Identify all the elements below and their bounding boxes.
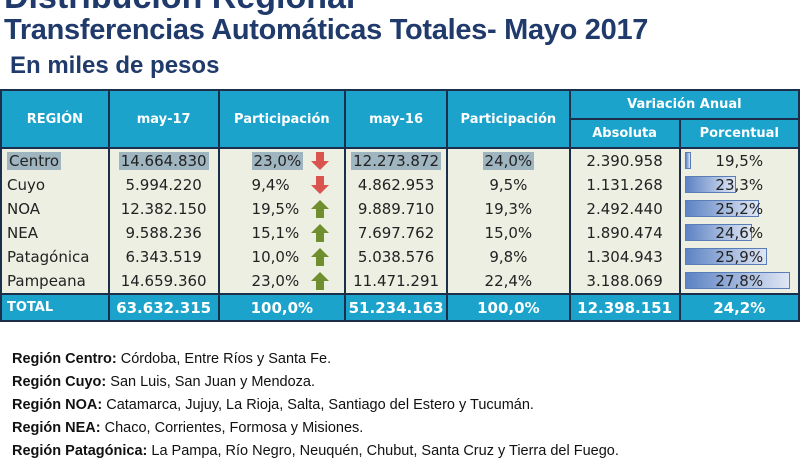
total-region: TOTAL xyxy=(0,293,110,322)
cell-may17: 14.664.830 xyxy=(107,148,220,173)
data-bar xyxy=(684,272,791,289)
cell-region: Patagónica xyxy=(0,245,110,269)
arrow-up-icon xyxy=(310,223,330,243)
cell-may17: 12.382.150 xyxy=(107,197,220,221)
cell-porcentual: 24,6% xyxy=(678,221,800,245)
cell-absoluta: 1.304.943 xyxy=(568,245,681,269)
header-part16: Participación xyxy=(446,89,571,149)
data-bar xyxy=(684,248,768,265)
header-may17: may-17 xyxy=(107,89,220,149)
header-region: REGIÓN xyxy=(0,89,110,149)
cell-absoluta: 3.188.069 xyxy=(568,269,681,294)
unit-label: En miles de pesos xyxy=(10,52,220,79)
note-line: Región Cuyo: San Luis, San Juan y Mendoz… xyxy=(12,374,316,390)
cell-may17: 6.343.519 xyxy=(107,245,220,269)
data-bar xyxy=(684,200,759,217)
data-bar xyxy=(684,176,737,193)
cell-region: NEA xyxy=(0,221,110,245)
arrow-down-icon xyxy=(310,175,330,195)
cell-may16: 9.889.710 xyxy=(344,197,449,221)
region-notes: Región Centro: Córdoba, Entre Ríos y San… xyxy=(12,348,619,463)
cell-part16: 15,0% xyxy=(446,221,571,245)
arrow-up-icon xyxy=(310,271,330,291)
header-porcentual: Porcentual xyxy=(678,118,800,149)
cell-part17: 15,1% xyxy=(217,221,347,245)
cell-part17: 10,0% xyxy=(217,245,347,269)
header-may16: may-16 xyxy=(344,89,449,149)
cell-porcentual: 25,9% xyxy=(678,245,800,269)
arrow-up-icon xyxy=(310,247,330,267)
total-pct: 24,2% xyxy=(678,293,800,322)
cell-region: Pampeana xyxy=(0,269,110,294)
cell-porcentual: 23,3% xyxy=(678,173,800,197)
arrow-up-icon xyxy=(310,199,330,219)
header-absoluta: Absoluta xyxy=(568,118,681,149)
total-abs: 12.398.151 xyxy=(568,293,681,322)
arrow-down-icon xyxy=(310,151,330,171)
note-line: Región NEA: Chaco, Corrientes, Formosa y… xyxy=(12,420,364,436)
total-part16: 100,0% xyxy=(446,293,571,322)
cell-may17: 9.588.236 xyxy=(107,221,220,245)
cell-may16: 12.273.872 xyxy=(344,148,449,173)
cell-porcentual: 25,2% xyxy=(678,197,800,221)
cell-absoluta: 1.131.268 xyxy=(568,173,681,197)
total-may17: 63.632.315 xyxy=(107,293,220,322)
cell-part16: 24,0% xyxy=(446,148,571,173)
table-row: NEA 9.588.236 15,1% 7.697.762 15,0% 1.890.474… xyxy=(0,221,800,245)
cell-part17: 23,0% xyxy=(217,269,347,294)
cell-part17: 9,4% xyxy=(217,173,347,197)
note-line: Región NOA: Catamarca, Jujuy, La Rioja, … xyxy=(12,397,534,413)
cell-may17: 5.994.220 xyxy=(107,173,220,197)
table-row: Pampeana 14.659.360 23,0% 11.471.291 22,4% 3.… xyxy=(0,269,800,294)
table-row: NOA 12.382.150 19,5% 9.889.710 19,3% 2.492.44… xyxy=(0,197,800,221)
data-bar xyxy=(684,224,752,241)
cell-porcentual: 19,5% xyxy=(678,148,800,173)
cell-absoluta: 2.390.958 xyxy=(568,148,681,173)
cell-part17: 19,5% xyxy=(217,197,347,221)
table-row: Centro 14.664.830 23,0% 12.273.872 24,0% 2.39… xyxy=(0,148,800,173)
total-part17: 100,0% xyxy=(217,293,347,322)
cell-may16: 4.862.953 xyxy=(344,173,449,197)
cell-part16: 9,5% xyxy=(446,173,571,197)
header-variacion: Variación Anual xyxy=(568,89,800,120)
cell-may16: 7.697.762 xyxy=(344,221,449,245)
page-title: Distribución Regional xyxy=(4,0,355,17)
table-row: Patagónica 6.343.519 10,0% 5.038.576 9,8% 1.3… xyxy=(0,245,800,269)
cell-part16: 19,3% xyxy=(446,197,571,221)
cell-may16: 11.471.291 xyxy=(344,269,449,294)
cell-may16: 5.038.576 xyxy=(344,245,449,269)
regional-table: REGIÓN may-17 Participación may-16 Parti… xyxy=(0,89,800,322)
note-line: Región Centro: Córdoba, Entre Ríos y San… xyxy=(12,351,332,367)
cell-absoluta: 2.492.440 xyxy=(568,197,681,221)
data-bar xyxy=(684,152,691,169)
note-line: Región Patagónica: La Pampa, Río Negro, … xyxy=(12,443,619,459)
cell-may17: 14.659.360 xyxy=(107,269,220,294)
header-part17: Participación xyxy=(217,89,347,149)
cell-part16: 22,4% xyxy=(446,269,571,294)
cell-part16: 9,8% xyxy=(446,245,571,269)
table-row: Cuyo 5.994.220 9,4% 4.862.953 9,5% 1.131.268 2… xyxy=(0,173,800,197)
cell-absoluta: 1.890.474 xyxy=(568,221,681,245)
total-row: TOTAL 63.632.315 100,0% 51.234.163 100,0% 12.… xyxy=(0,293,800,322)
cell-part17: 23,0% xyxy=(217,148,347,173)
cell-porcentual: 27,8% xyxy=(678,269,800,294)
cell-region: NOA xyxy=(0,197,110,221)
cell-region: Cuyo xyxy=(0,173,110,197)
page-subtitle: Transferencias Automáticas Totales- Mayo… xyxy=(4,14,649,46)
cell-region: Centro xyxy=(0,148,110,173)
total-may16: 51.234.163 xyxy=(344,293,449,322)
